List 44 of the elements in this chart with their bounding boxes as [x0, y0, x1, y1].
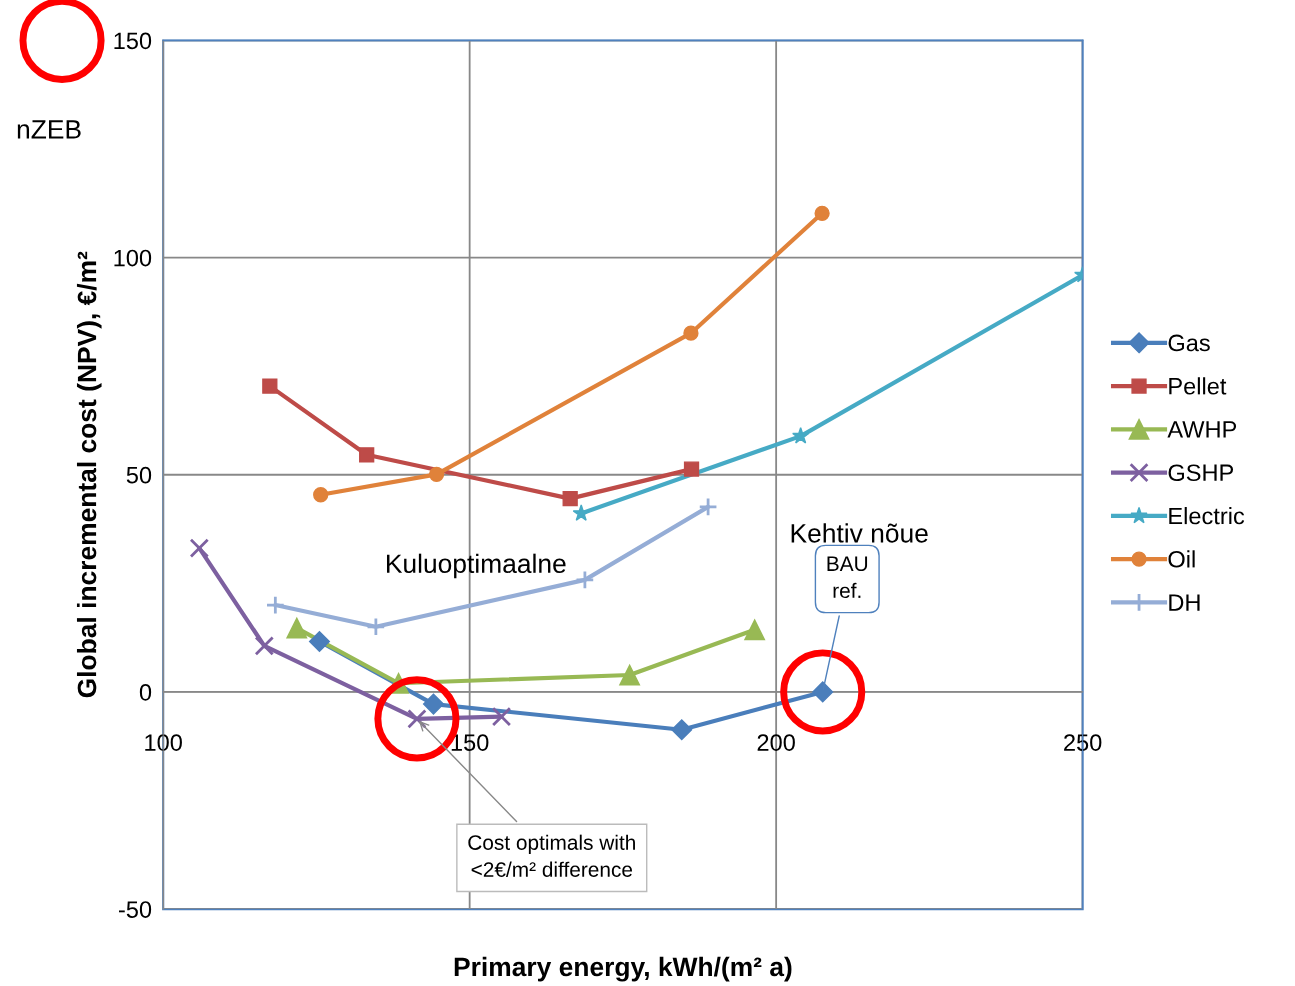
x-axis-title: Primary energy, kWh/(m² a) [454, 956, 792, 982]
x-tick-label: 150 [451, 734, 489, 751]
annotation: Cost optimals with <2€/m² difference [468, 834, 635, 877]
legend-label: AWHP [1167, 421, 1237, 438]
y-tick-label: 0 [139, 683, 152, 701]
point [814, 205, 830, 221]
point [254, 636, 275, 656]
legend-label: Pellet [1169, 377, 1227, 395]
legend-label: Gas [1168, 334, 1210, 352]
y-tick-label: 150 [114, 32, 152, 50]
y-tick-label: 100 [114, 249, 152, 267]
point [575, 570, 595, 590]
legend-label: Electric [1169, 507, 1245, 525]
legend-label: GSHP [1168, 464, 1234, 482]
annotation: BAU ref. [827, 556, 868, 599]
point [572, 504, 590, 521]
legend-label: DH [1169, 594, 1200, 611]
text: nZEB [17, 120, 81, 139]
point [286, 617, 308, 639]
y-axis-title: Global incremental cost (NPV), €/m² [76, 251, 102, 698]
point [428, 466, 445, 482]
point [619, 664, 641, 686]
point [366, 617, 386, 637]
annotation: Kuluoptimaalne [387, 553, 566, 579]
point [313, 487, 329, 503]
point [698, 497, 718, 517]
point [683, 325, 699, 341]
point [671, 719, 693, 741]
y-tick-label: -50 [118, 901, 152, 918]
x-tick-label: 200 [757, 734, 795, 751]
point [683, 461, 700, 477]
point [262, 378, 278, 394]
point [562, 491, 578, 507]
point [359, 447, 375, 463]
point [744, 619, 766, 641]
point [265, 595, 286, 615]
point [792, 427, 810, 444]
point [422, 693, 445, 715]
point [491, 706, 512, 727]
y-tick-label: 50 [126, 466, 152, 484]
point [189, 538, 210, 558]
point [308, 631, 330, 653]
annotation: Kehtiv nõue [791, 523, 928, 543]
legend-label: Oil [1168, 550, 1195, 568]
